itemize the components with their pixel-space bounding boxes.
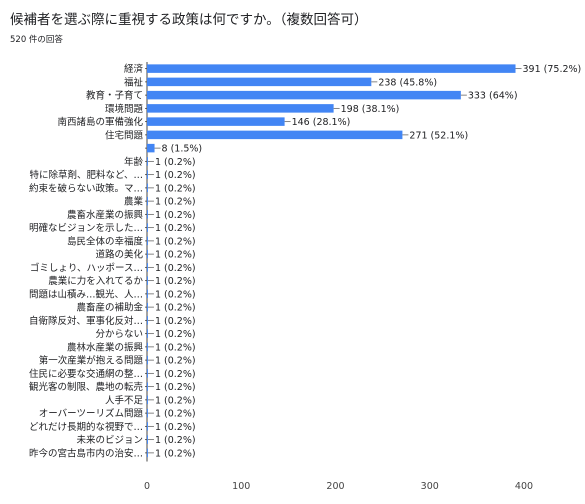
category-label: 農業に力を入れてるか (48, 275, 143, 287)
value-label: 1 (0.2%) (155, 342, 196, 353)
value-label: 1 (0.2%) (155, 422, 196, 433)
bar (147, 369, 148, 378)
value-label: 1 (0.2%) (155, 263, 196, 274)
category-label: 年齢 (124, 156, 144, 168)
category-label: 教育・子育て (86, 90, 143, 102)
value-label: 1 (0.2%) (155, 289, 196, 300)
category-label: 福祉 (124, 76, 144, 88)
value-label: 391 (75.2%) (523, 64, 582, 75)
value-label: 1 (0.2%) (155, 382, 196, 393)
value-label: 1 (0.2%) (155, 369, 196, 380)
bar (147, 104, 334, 113)
value-label: 1 (0.2%) (155, 223, 196, 234)
bar (147, 263, 148, 272)
category-label: ゴミしょり、ハッポース… (30, 262, 143, 274)
category-label: 問題は山積み…観光、人… (29, 288, 143, 300)
category-label: 昨今の宮古島市内の治安… (29, 447, 143, 459)
bar (147, 196, 148, 206)
bar (147, 276, 148, 285)
category-label: 農畜産の補助金 (76, 302, 143, 314)
category-label: 農畜水産業の振興 (67, 209, 144, 221)
bar (147, 316, 148, 325)
bar (147, 395, 148, 405)
bar (147, 448, 148, 458)
category-label: 分からない (95, 329, 143, 340)
bar (147, 77, 372, 87)
bar (147, 117, 285, 126)
bar (147, 342, 148, 352)
bar (147, 210, 148, 219)
category-label: 自衛隊反対、軍事化反対… (29, 315, 143, 327)
bar (147, 422, 148, 431)
value-label: 238 (45.8%) (378, 77, 437, 88)
value-label: 333 (64%) (468, 91, 518, 102)
bar (147, 236, 148, 246)
category-label: 約束を破らない政策。マ… (29, 182, 143, 194)
value-label: 1 (0.2%) (155, 356, 196, 367)
bar (147, 329, 148, 338)
value-label: 1 (0.2%) (155, 170, 196, 181)
x-tick-label: 200 (326, 481, 344, 492)
value-label: 271 (52.1%) (409, 130, 468, 141)
bar (147, 382, 148, 391)
value-label: 1 (0.2%) (155, 448, 196, 459)
category-label: 明確なビジョンを示した… (29, 222, 143, 234)
value-label: 1 (0.2%) (155, 157, 196, 168)
response-count: 520 件の回答 (10, 35, 63, 45)
bar (147, 170, 148, 179)
value-label: 1 (0.2%) (155, 236, 196, 247)
category-label: 農業 (124, 196, 144, 208)
value-label: 1 (0.2%) (155, 250, 196, 261)
value-label: 1 (0.2%) (155, 303, 196, 314)
bar (147, 408, 148, 418)
category-label: 未来のビジョン (76, 434, 143, 446)
bar (147, 143, 155, 153)
category-label: 島民全体の幸福度 (67, 235, 144, 247)
value-label: 1 (0.2%) (155, 197, 196, 208)
category-label: 人手不足 (105, 394, 144, 406)
value-label: 1 (0.2%) (155, 316, 196, 327)
bar (147, 249, 148, 259)
value-label: 1 (0.2%) (155, 329, 196, 340)
x-tick-label: 300 (421, 481, 439, 492)
bar (147, 435, 148, 444)
category-label: 環境問題 (105, 103, 144, 115)
category-label: 観光客の制限、農地の転売 (29, 381, 143, 393)
bar (147, 130, 403, 140)
value-label: 1 (0.2%) (155, 435, 196, 446)
bar (147, 64, 516, 73)
category-label: 住民に必要な交通網の整… (29, 368, 143, 380)
category-label: 特に除草剤、肥料など、… (29, 169, 143, 181)
bar (147, 90, 461, 100)
x-tick-label: 100 (232, 481, 250, 492)
bar (147, 183, 148, 193)
category-label: 第一次産業が抱える問題 (39, 355, 144, 367)
category-label: 南西諸島の軍備強化 (57, 116, 143, 128)
category-label: 住宅問題 (105, 129, 144, 141)
value-label: 1 (0.2%) (155, 210, 196, 221)
chart-title: 候補者を選ぶ際に重視する政策は何ですか。（複数回答可） (10, 12, 368, 28)
category-label: オーバーツーリズム問題 (39, 408, 144, 420)
category-label: どれだけ長期的な視野で… (29, 421, 143, 433)
x-tick-label: 400 (515, 481, 533, 492)
bar (147, 223, 148, 232)
value-label: 146 (28.1%) (292, 117, 351, 128)
category-label: 経済 (124, 63, 144, 75)
value-label: 198 (38.1%) (341, 104, 400, 115)
bar (147, 355, 148, 365)
category-label: 道路の美化 (95, 249, 143, 261)
value-label: 1 (0.2%) (155, 276, 196, 287)
value-label: 1 (0.2%) (155, 395, 196, 406)
value-label: 1 (0.2%) (155, 183, 196, 194)
bar (147, 302, 148, 312)
bar (147, 157, 148, 166)
value-label: 8 (1.5%) (162, 144, 203, 155)
x-tick-label: 0 (144, 481, 150, 492)
value-label: 1 (0.2%) (155, 409, 196, 420)
bar (147, 289, 148, 299)
category-label: 農林水産業の振興 (67, 341, 144, 353)
